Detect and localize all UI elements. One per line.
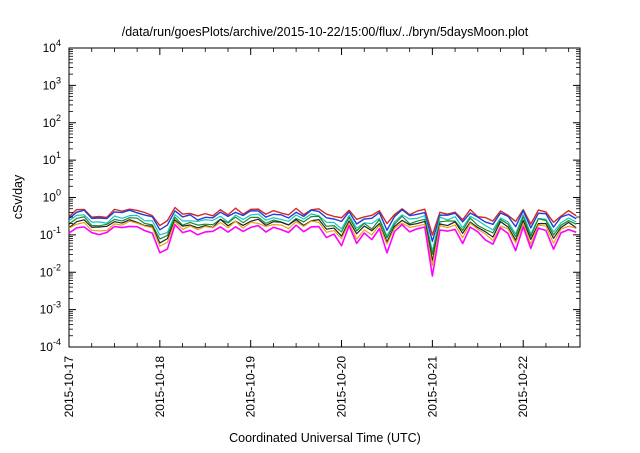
series-line bbox=[68, 213, 577, 252]
x-tick-label: 2015-10-17 bbox=[62, 356, 76, 418]
x-tick-label: 2015-10-20 bbox=[335, 356, 349, 418]
series-line bbox=[68, 215, 577, 256]
series-layer bbox=[68, 206, 577, 277]
y-axis: 10-4 10-3 10-2 10-1 100 101 102 103 104 bbox=[40, 38, 580, 354]
series-line bbox=[68, 223, 577, 277]
y-tick-label: 10-2 bbox=[40, 262, 61, 279]
x-axis-label: Coordinated Universal Time (UTC) bbox=[229, 431, 421, 445]
y-tick-label: 102 bbox=[43, 113, 61, 130]
y-tick-label: 10-1 bbox=[40, 225, 61, 242]
x-tick-label: 2015-10-19 bbox=[244, 356, 258, 418]
x-axis: 2015-10-17 2015-10-18 2015-10-19 2015-10-20… bbox=[62, 48, 570, 418]
series-line bbox=[68, 208, 577, 243]
series-line bbox=[68, 218, 577, 262]
y-tick-label: 100 bbox=[43, 188, 61, 205]
x-tick-label: 2015-10-21 bbox=[425, 356, 439, 418]
y-axis-label: cSv/day bbox=[11, 174, 25, 219]
x-tick-label: 2015-10-18 bbox=[153, 356, 167, 418]
series-line bbox=[68, 220, 577, 266]
y-tick-label: 104 bbox=[43, 38, 61, 55]
y-tick-label: 101 bbox=[43, 150, 61, 167]
y-tick-label: 10-3 bbox=[40, 300, 61, 317]
chart-title: /data/run/goesPlots/archive/2015-10-22/1… bbox=[122, 25, 529, 39]
series-line bbox=[68, 206, 577, 236]
x-tick-label: 2015-10-22 bbox=[516, 356, 530, 418]
y-tick-label: 10-4 bbox=[40, 337, 61, 354]
y-tick-label: 103 bbox=[43, 75, 61, 92]
plot-frame bbox=[68, 47, 581, 348]
